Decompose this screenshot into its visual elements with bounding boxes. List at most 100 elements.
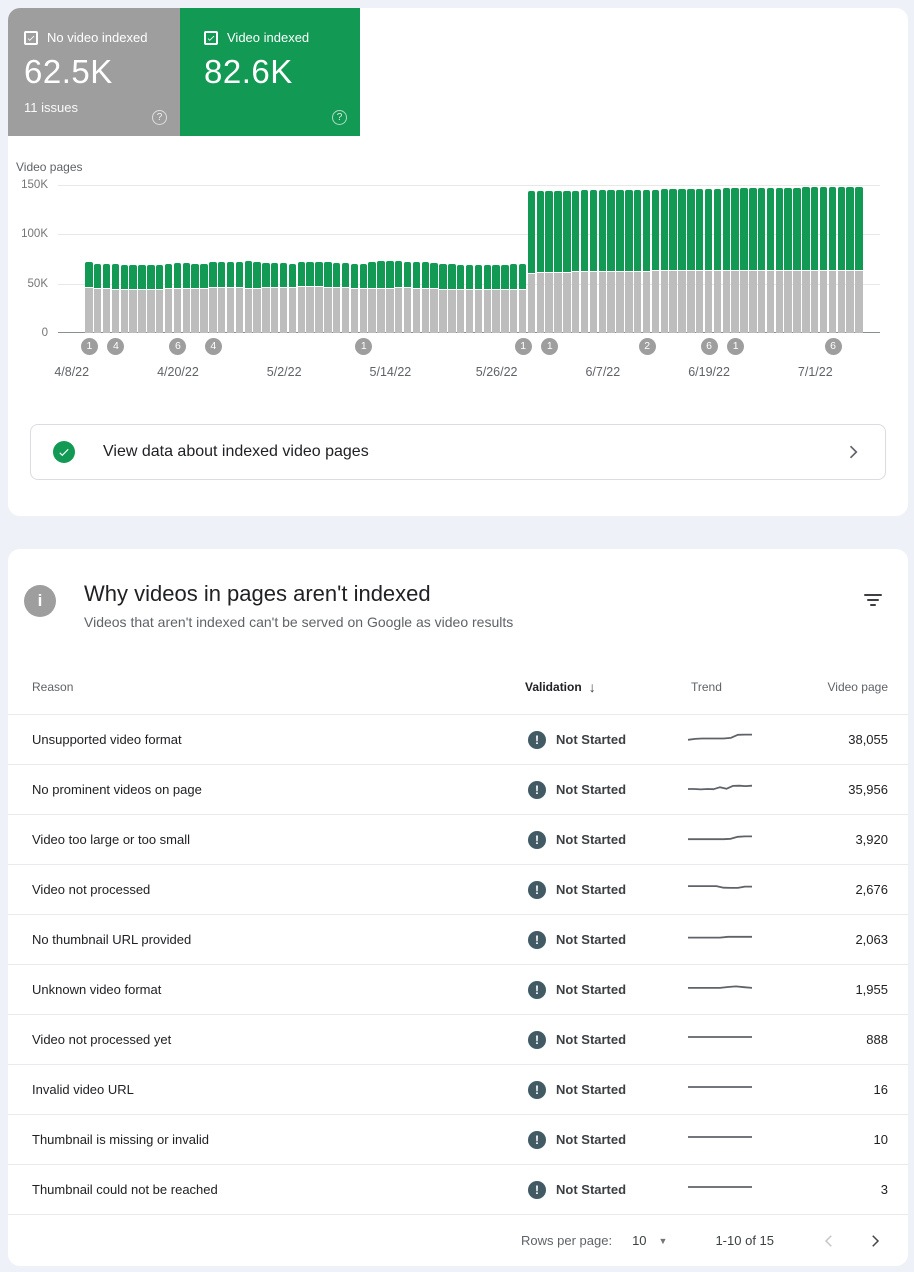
bar-indexed (111, 264, 120, 289)
table-row[interactable]: Video not processed! Not Started 2,676 (8, 864, 908, 914)
bar-indexed (757, 188, 766, 271)
bar-indexed (386, 260, 394, 288)
bar-indexed (527, 191, 536, 273)
validation-status: Not Started (556, 1032, 627, 1047)
trend-sparkline (688, 935, 752, 939)
trend-sparkline (688, 1036, 752, 1038)
bar-not-indexed (138, 290, 146, 333)
bar-not-indexed (377, 288, 385, 333)
bar-not-indexed (456, 290, 465, 333)
card-issues-count: 11 issues (24, 100, 78, 115)
bar-not-indexed (510, 289, 518, 333)
event-marker[interactable]: 1 (355, 338, 373, 355)
table-row[interactable]: Video too large or too small! Not Started… (8, 814, 908, 864)
row-trend (668, 729, 753, 750)
row-reason: Video too large or too small (32, 832, 191, 847)
help-icon[interactable]: ? (332, 110, 347, 125)
banner-label: View data about indexed video pages (103, 443, 369, 460)
bar-not-indexed (279, 287, 288, 333)
info-icon: i (24, 585, 56, 617)
bar-not-indexed (589, 272, 598, 333)
validation-status: Not Started (556, 1182, 627, 1197)
bar-not-indexed (492, 290, 500, 333)
row-trend (668, 1129, 753, 1150)
bar-indexed (448, 264, 456, 289)
table-row[interactable]: No thumbnail URL provided! Not Started 2,0… (8, 914, 908, 964)
event-marker[interactable]: 6 (824, 338, 842, 355)
table-row[interactable]: Thumbnail is missing or invalid! Not Star… (8, 1114, 908, 1164)
bar-indexed (306, 261, 314, 287)
event-marker[interactable]: 1 (80, 338, 98, 355)
event-marker[interactable]: 2 (638, 338, 656, 355)
y-tick-100k: 100K (21, 228, 48, 240)
table-row[interactable]: Invalid video URL! Not Started 16 (8, 1064, 908, 1114)
column-header-video-page: Video page (827, 680, 888, 694)
rows-per-page-value[interactable]: 10 (632, 1233, 647, 1248)
filter-icon[interactable] (864, 594, 882, 608)
section-title: Why videos in pages aren't indexed (84, 581, 431, 606)
check-circle-icon (53, 441, 75, 463)
bar-indexed (695, 188, 704, 271)
bar-not-indexed (713, 271, 722, 333)
column-header-validation[interactable]: Validation ↓ (508, 679, 668, 695)
bar-not-indexed (687, 271, 695, 333)
chevron-right-icon[interactable] (843, 442, 863, 462)
row-video-page-count: 3 (880, 1182, 888, 1197)
help-icon[interactable]: ? (152, 110, 167, 125)
bar-not-indexed (209, 288, 217, 333)
bar-not-indexed (226, 287, 235, 333)
event-marker[interactable]: 4 (204, 338, 222, 355)
bar-indexed (731, 188, 739, 271)
table-row[interactable]: No prominent videos on page! Not Started 3… (8, 764, 908, 814)
table-row[interactable]: Unsupported video format! Not Started 38,0… (8, 714, 908, 764)
bar-not-indexed (483, 290, 491, 333)
bar-not-indexed (129, 290, 137, 333)
event-marker[interactable]: 4 (107, 338, 125, 355)
view-indexed-data-banner[interactable]: View data about indexed video pages (30, 424, 886, 480)
bar-not-indexed (217, 287, 226, 333)
bar-indexed (94, 263, 102, 288)
previous-page-button[interactable] (820, 1232, 838, 1250)
bar-not-indexed (386, 288, 394, 333)
event-marker[interactable]: 1 (541, 338, 559, 355)
bar-indexed (518, 264, 527, 289)
bar-not-indexed (634, 272, 642, 333)
table-row[interactable]: Thumbnail could not be reached! Not Start… (8, 1164, 908, 1214)
bar-not-indexed (182, 288, 190, 333)
error-badge-icon: ! (528, 780, 546, 799)
sort-descending-icon: ↓ (588, 679, 596, 695)
row-reason: Thumbnail could not be reached (32, 1182, 218, 1197)
bar-indexed (669, 189, 677, 271)
event-marker[interactable]: 1 (727, 338, 745, 355)
event-marker[interactable]: 6 (169, 338, 187, 355)
bar-indexed (713, 188, 722, 271)
error-badge-icon: ! (528, 1080, 546, 1099)
bar-not-indexed (802, 270, 810, 333)
bar-not-indexed (501, 289, 509, 333)
row-validation: ! Not Started (508, 780, 668, 799)
bar-indexed (244, 261, 252, 288)
row-reason: Unsupported video format (32, 732, 182, 747)
table-row[interactable]: Unknown video format! Not Started 1,955 (8, 964, 908, 1014)
event-marker[interactable]: 1 (514, 338, 532, 355)
card-label: Video indexed (227, 30, 310, 45)
next-page-button[interactable] (866, 1232, 884, 1250)
bar-not-indexed (811, 270, 819, 333)
row-reason: Video not processed (32, 882, 151, 897)
card-no-video-indexed[interactable]: No video indexed 62.5K 11 issues ? (8, 8, 180, 136)
table-row[interactable]: Video not processed yet! Not Started 888 (8, 1014, 908, 1064)
card-video-indexed[interactable]: Video indexed 82.6K ? (180, 8, 360, 136)
checkbox-no-video-indexed[interactable] (24, 30, 38, 45)
error-badge-icon: ! (528, 1130, 546, 1149)
event-marker[interactable]: 6 (700, 338, 718, 355)
validation-status: Not Started (556, 782, 627, 797)
bar-indexed (155, 264, 164, 289)
bar-not-indexed (465, 290, 474, 333)
checkbox-video-indexed[interactable] (204, 30, 218, 45)
bar-not-indexed (580, 272, 589, 333)
bar-indexed (315, 261, 323, 287)
bar-indexed (846, 187, 854, 271)
rows-per-page-dropdown-icon[interactable]: ▼ (658, 1235, 668, 1246)
bar-not-indexed (200, 289, 208, 333)
trend-sparkline (688, 835, 752, 841)
